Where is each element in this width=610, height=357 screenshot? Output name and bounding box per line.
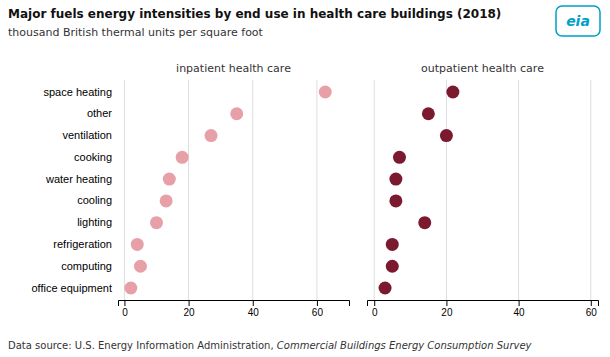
y-tick-label: space heating	[44, 86, 113, 98]
x-tick-label: 40	[514, 307, 526, 318]
title: Major fuels energy intensities by end us…	[8, 7, 501, 21]
x-tick-label: 20	[184, 307, 196, 318]
x-tick: 60	[586, 300, 598, 318]
chart: Major fuels energy intensities by end us…	[0, 0, 610, 357]
y-tick: cooking	[74, 151, 118, 163]
grid	[374, 80, 591, 300]
x-tick-label: 60	[312, 307, 324, 318]
dot	[440, 129, 453, 142]
x-tick-mark	[374, 300, 375, 306]
y-tick-label: computing	[61, 260, 112, 272]
x-tick-label: 20	[441, 307, 453, 318]
x-tick-mark	[591, 300, 592, 306]
y-tick-label: office equipment	[31, 282, 112, 294]
dot	[150, 216, 163, 229]
x-tick: 0	[372, 300, 378, 318]
dot	[389, 173, 402, 186]
logo-text: eia	[566, 13, 590, 29]
grid-line	[188, 80, 189, 300]
grid-line	[590, 80, 591, 300]
x-tick: 20	[441, 300, 453, 318]
grid-line	[252, 80, 253, 300]
dot	[418, 216, 431, 229]
dot	[386, 238, 399, 251]
dot	[386, 260, 399, 273]
y-axis: space heating other ventilation cooking wate…	[31, 86, 118, 294]
x-axis: 0 20 40 60	[368, 300, 599, 318]
logo: eia	[556, 6, 600, 36]
x-tick-label: 0	[122, 307, 128, 318]
x-tick-mark	[124, 300, 125, 306]
x-tick-mark	[189, 300, 190, 306]
marks	[124, 85, 331, 294]
x-tick-mark	[317, 300, 318, 306]
dot	[389, 194, 402, 207]
dot	[230, 107, 243, 120]
y-tick: lighting	[77, 216, 118, 228]
y-tick-label: ventilation	[62, 129, 112, 141]
x-tick: 60	[312, 300, 324, 318]
dot	[205, 129, 218, 142]
dot	[131, 238, 144, 251]
x-tick: 0	[122, 300, 128, 318]
y-tick: water heating	[45, 173, 118, 185]
x-tick-mark	[253, 300, 254, 306]
y-tick-label: cooking	[74, 151, 112, 163]
grid-line	[446, 80, 447, 300]
dot	[379, 282, 392, 295]
panel: 0 20 40 60 space heating other ventilation cook…	[31, 62, 349, 318]
y-tick: refrigeration	[53, 238, 118, 250]
grid-line	[518, 80, 519, 300]
x-tick: 40	[248, 300, 260, 318]
subtitle: thousand British thermal units per squar…	[8, 26, 264, 39]
dot	[176, 151, 189, 164]
grid-line	[316, 80, 317, 300]
footer: Data source: U.S. Energy Information Adm…	[8, 340, 533, 351]
x-axis: 0 20 40 60	[119, 300, 350, 318]
dot	[134, 260, 147, 273]
x-tick: 20	[184, 300, 196, 318]
x-tick: 40	[514, 300, 526, 318]
y-tick-label: cooling	[77, 194, 112, 206]
dot	[393, 151, 406, 164]
dot	[163, 173, 176, 186]
y-tick-label: other	[87, 107, 112, 119]
x-tick-label: 60	[586, 307, 598, 318]
y-tick: computing	[61, 260, 118, 272]
x-tick-mark	[446, 300, 447, 306]
dot	[124, 282, 137, 295]
footer-source: Data source: U.S. Energy Information Adm…	[8, 340, 277, 351]
y-tick-label: lighting	[77, 216, 112, 228]
dot	[160, 194, 173, 207]
x-axis-line	[368, 301, 599, 307]
x-tick-mark	[519, 300, 520, 306]
panel-title: outpatient health care	[421, 62, 544, 75]
y-tick-label: refrigeration	[53, 238, 112, 250]
y-tick: space heating	[44, 86, 119, 98]
y-tick: office equipment	[31, 282, 118, 294]
panel: 0 20 40 60 outpatient health care	[368, 62, 599, 318]
dot	[319, 85, 332, 98]
y-tick: ventilation	[62, 129, 118, 141]
y-tick: other	[87, 107, 118, 119]
y-tick-label: water heating	[45, 173, 112, 185]
x-tick-label: 40	[248, 307, 260, 318]
y-tick: cooling	[77, 194, 118, 206]
dot	[446, 85, 459, 98]
dot	[422, 107, 435, 120]
x-tick-label: 0	[372, 307, 378, 318]
logo-box	[556, 6, 600, 36]
grid-line	[124, 80, 125, 300]
x-axis-line	[119, 301, 350, 307]
panel-title: inpatient health care	[176, 62, 291, 75]
marks	[379, 85, 460, 294]
footer-survey: Commercial Buildings Energy Consumption …	[277, 340, 533, 351]
grid-line	[374, 80, 375, 300]
grid	[124, 80, 317, 300]
